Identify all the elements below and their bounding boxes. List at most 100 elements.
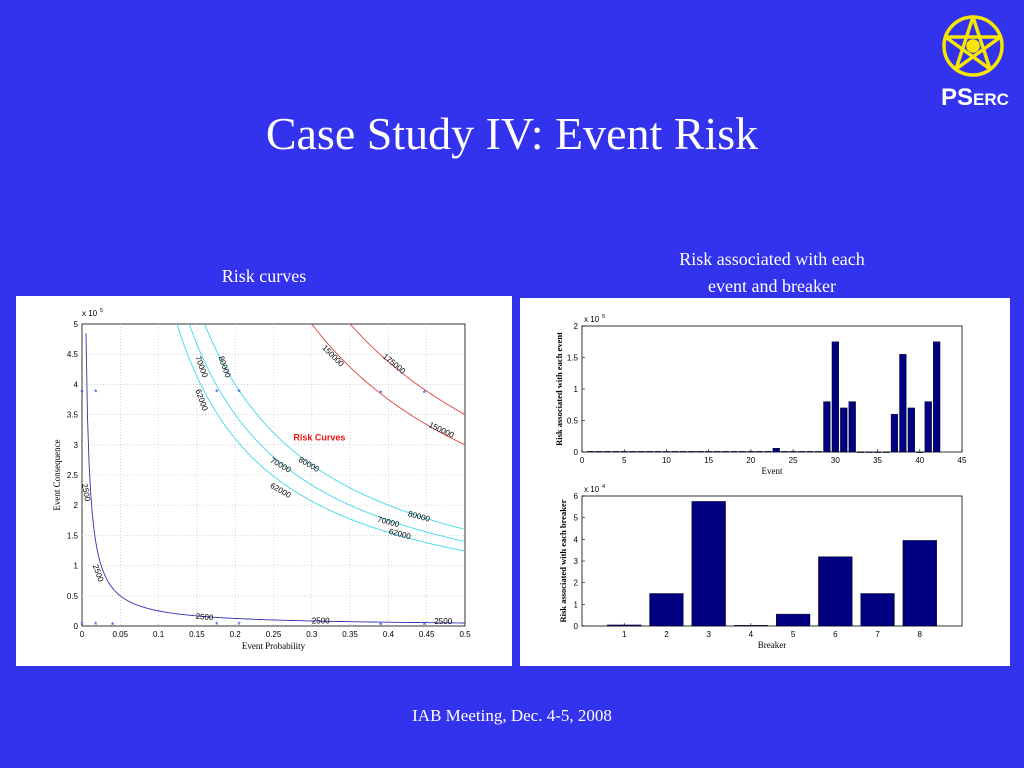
breaker-x-tick-label: 3 — [706, 630, 711, 639]
data-point: * — [237, 620, 241, 630]
risk-curve-70000 — [188, 324, 465, 542]
event-bar — [713, 451, 721, 453]
event-bar — [890, 413, 899, 453]
risk-bars-panel: 0 5 10 15 20 25 30 35 40 45 0 0.5 1 1.5 2 x 10 5 Event Ris… — [520, 298, 1010, 666]
x-tick-label: 0.05 — [113, 630, 129, 639]
y-tick-label: 4.5 — [67, 350, 79, 359]
risk-curve-62000 — [176, 324, 465, 552]
curve-label: 2500 — [80, 483, 92, 503]
risk-curves-caption: Risk curves — [221, 266, 307, 286]
event-bar — [797, 451, 806, 453]
event-x-tick-label: 45 — [958, 456, 967, 465]
event-y-tick-label: 2 — [574, 322, 579, 331]
y-tick-label: 0.5 — [67, 592, 79, 601]
y-tick-label: 0 — [74, 622, 79, 631]
data-point: * — [379, 620, 383, 630]
event-bar — [848, 401, 856, 453]
data-point: * — [423, 388, 427, 398]
event-y-tick-label: 0.5 — [567, 417, 579, 426]
curve-label: 2500 — [312, 617, 330, 626]
breaker-y-exponent: 4 — [602, 484, 605, 490]
y-tick-label: 4 — [74, 380, 79, 389]
y-tick-label: 3.5 — [67, 411, 79, 420]
data-point: * — [423, 620, 427, 630]
y-exponent: 5 — [100, 308, 103, 314]
event-bar — [671, 451, 679, 453]
x-tick-label: 0.2 — [230, 630, 242, 639]
x-tick-label: 0 — [80, 630, 85, 639]
event-y-tick-label: 1.5 — [567, 354, 579, 363]
event-bar — [865, 451, 873, 453]
star-wheel-icon — [942, 15, 1004, 77]
event-bar — [645, 451, 654, 453]
event-bar — [637, 451, 645, 453]
slide-title: Case Study IV: Event Risk — [265, 108, 759, 159]
data-point: * — [94, 620, 98, 630]
x-tick-label: 0.25 — [266, 630, 282, 639]
risk-curves-chart: 0 0.05 0.1 0.15 0.2 0.25 0.3 0.35 0.4 0.45 0.5 0 0.5… — [52, 308, 471, 651]
y-tick-label: 2 — [74, 501, 79, 510]
data-point: * — [237, 387, 241, 397]
event-bar — [688, 451, 696, 453]
event-y-exponent-label: x 10 — [584, 315, 600, 324]
breaker-y-tick-label: 4 — [574, 535, 579, 544]
event-bar — [814, 451, 823, 453]
event-bar — [764, 451, 772, 453]
event-x-tick-label: 40 — [915, 456, 924, 465]
event-y-tick-label: 1 — [574, 385, 579, 394]
data-point: * — [94, 387, 98, 397]
breaker-bar — [691, 501, 726, 627]
breaker-x-tick-label: 1 — [622, 630, 627, 639]
breaker-y-tick-label: 6 — [574, 492, 579, 501]
event-bar — [781, 451, 789, 453]
breaker-plot-frame — [581, 495, 963, 627]
event-bar — [595, 451, 603, 453]
event-bar — [823, 401, 831, 453]
breaker-y-tick-label: 5 — [574, 514, 579, 523]
breaker-y-axis-label: Risk associated with each breaker — [558, 499, 568, 622]
event-bar — [738, 451, 747, 453]
event-bar — [629, 451, 637, 453]
event-bar — [831, 341, 839, 453]
event-x-tick-label: 10 — [662, 456, 671, 465]
breaker-x-tick-label: 6 — [833, 630, 838, 639]
x-tick-label: 0.15 — [189, 630, 205, 639]
footer-text: IAB Meeting, Dec. 4-5, 2008 — [412, 706, 612, 725]
breaker-y-tick-label: 3 — [574, 557, 579, 566]
logo-text: PSERC — [932, 84, 1018, 112]
breaker-x-axis-label: Breaker — [758, 640, 786, 650]
breaker-bar — [649, 593, 684, 627]
event-bar — [857, 451, 865, 453]
risk-curve-80000 — [204, 324, 465, 530]
event-bar — [873, 451, 882, 453]
event-bar — [916, 451, 924, 453]
x-tick-label: 0.3 — [306, 630, 318, 639]
event-x-tick-label: 30 — [831, 456, 840, 465]
data-point: * — [80, 387, 84, 397]
logo-text-small: ERC — [973, 90, 1009, 109]
breaker-x-tick-label: 7 — [875, 630, 880, 639]
risk-bars-caption-line2: event and breaker — [708, 276, 836, 296]
x-tick-label: 0.45 — [419, 630, 435, 639]
event-bar — [907, 407, 915, 453]
breaker-y-tick-label: 0 — [574, 622, 579, 631]
risk-curve-175000 — [349, 324, 465, 415]
data-point: * — [379, 388, 383, 398]
y-tick-label: 5 — [74, 320, 79, 329]
x-tick-label: 0.4 — [383, 630, 395, 639]
x-tick-label: 0.1 — [153, 630, 165, 639]
y-tick-label: 1.5 — [67, 531, 79, 540]
event-bar — [721, 451, 730, 453]
event-x-tick-label: 15 — [704, 456, 713, 465]
x-axis-label: Event Probability — [242, 641, 306, 651]
y-tick-label: 1 — [74, 562, 79, 571]
data-point: * — [215, 387, 219, 397]
event-bar — [772, 448, 780, 453]
event-bar — [679, 451, 687, 453]
event-bar — [586, 451, 595, 453]
event-bar — [696, 451, 704, 453]
data-point: * — [111, 620, 115, 630]
risk-bars-caption-line1: Risk associated with each — [679, 249, 865, 269]
event-bar — [882, 451, 890, 453]
